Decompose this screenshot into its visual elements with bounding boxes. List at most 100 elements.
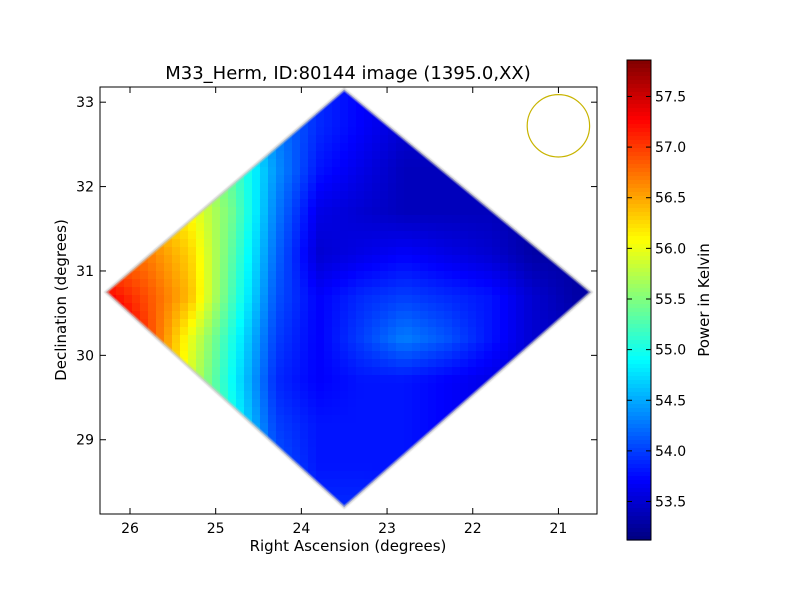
heatmap-cell xyxy=(300,159,309,168)
heatmap-cell xyxy=(452,255,461,264)
heatmap-cell xyxy=(524,263,533,272)
heatmap-cell xyxy=(348,383,357,392)
heatmap-cell xyxy=(332,95,341,104)
heatmap-cell xyxy=(188,279,197,288)
heatmap-cell xyxy=(172,239,181,248)
heatmap-cell xyxy=(364,199,373,208)
heatmap-cell xyxy=(348,231,357,240)
heatmap-cell xyxy=(316,295,325,304)
heatmap-cell xyxy=(476,327,485,336)
colorbar-strip xyxy=(627,132,651,137)
heatmap-cell xyxy=(308,295,317,304)
heatmap-cell xyxy=(388,271,397,280)
heatmap-cell xyxy=(452,351,461,360)
colorbar-strip xyxy=(627,148,651,153)
heatmap-cell xyxy=(340,471,349,480)
heatmap-cell xyxy=(236,239,245,248)
heatmap-cell xyxy=(468,367,477,376)
colorbar-strip xyxy=(627,92,651,97)
heatmap-cell xyxy=(204,271,213,280)
heatmap-cell xyxy=(468,255,477,264)
heatmap-cell xyxy=(476,375,485,384)
heatmap-cell xyxy=(252,391,261,400)
heatmap-cell xyxy=(324,271,333,280)
heatmap-cell xyxy=(260,295,269,304)
heatmap-cell xyxy=(132,271,141,280)
heatmap-cell xyxy=(252,327,261,336)
heatmap-cell xyxy=(332,295,341,304)
heatmap-cell xyxy=(292,207,301,216)
heatmap-cell xyxy=(276,311,285,320)
heatmap-cell xyxy=(300,271,309,280)
heatmap-cell xyxy=(324,239,333,248)
heatmap-cell xyxy=(188,311,197,320)
heatmap-cell xyxy=(380,351,389,360)
heatmap-cell xyxy=(300,207,309,216)
heatmap-cell xyxy=(332,247,341,256)
heatmap-cell xyxy=(164,311,173,320)
heatmap-cell xyxy=(372,159,381,168)
heatmap-cell xyxy=(300,127,309,136)
heatmap-cell xyxy=(268,223,277,232)
heatmap-cell xyxy=(308,303,317,312)
heatmap-cell xyxy=(196,351,205,360)
heatmap-cell xyxy=(436,327,445,336)
heatmap-cell xyxy=(252,279,261,288)
heatmap-cell xyxy=(196,223,205,232)
heatmap-cell xyxy=(340,279,349,288)
heatmap-cell xyxy=(260,239,269,248)
heatmap-cell xyxy=(236,383,245,392)
heatmap-cell xyxy=(388,295,397,304)
heatmap-cell xyxy=(252,287,261,296)
heatmap-cell xyxy=(484,279,493,288)
y-tick-label: 29 xyxy=(76,433,94,449)
heatmap-cell xyxy=(452,335,461,344)
heatmap-cell xyxy=(364,359,373,368)
heatmap-cell xyxy=(244,343,253,352)
heatmap-cell xyxy=(276,407,285,416)
heatmap-cell xyxy=(228,359,237,368)
heatmap-cell xyxy=(372,223,381,232)
heatmap-cell xyxy=(260,191,269,200)
heatmap-cell xyxy=(148,319,157,328)
heatmap-cell xyxy=(580,287,589,296)
heatmap-cell xyxy=(348,175,357,184)
heatmap-cell xyxy=(340,343,349,352)
heatmap-cell xyxy=(460,231,469,240)
heatmap-cell xyxy=(372,119,381,128)
heatmap-cell xyxy=(372,463,381,472)
colorbar-strip xyxy=(627,116,651,121)
heatmap-cell xyxy=(284,167,293,176)
heatmap-cell xyxy=(340,183,349,192)
heatmap-cell xyxy=(324,279,333,288)
heatmap-cell xyxy=(516,311,525,320)
heatmap-cell xyxy=(284,135,293,144)
heatmap-cell xyxy=(492,319,501,328)
heatmap-cell xyxy=(412,231,421,240)
heatmap-cell xyxy=(236,271,245,280)
colorbar-strip xyxy=(627,108,651,113)
heatmap-cell xyxy=(420,207,429,216)
colorbar-strip xyxy=(627,368,651,373)
heatmap-cell xyxy=(356,327,365,336)
heatmap-cell xyxy=(236,223,245,232)
heatmap-cell xyxy=(244,231,253,240)
heatmap-cell xyxy=(468,343,477,352)
heatmap-cell xyxy=(396,215,405,224)
heatmap-cell xyxy=(284,159,293,168)
heatmap-cell xyxy=(500,263,509,272)
heatmap-cell xyxy=(340,175,349,184)
heatmap-cell xyxy=(300,415,309,424)
colorbar-strip xyxy=(627,532,651,537)
heatmap-cell xyxy=(388,335,397,344)
heatmap-cell xyxy=(316,439,325,448)
heatmap-cell xyxy=(404,175,413,184)
colorbar-strip xyxy=(627,440,651,445)
heatmap-cell xyxy=(460,199,469,208)
heatmap-cell xyxy=(460,295,469,304)
heatmap-cell xyxy=(372,399,381,408)
heatmap-cell xyxy=(412,207,421,216)
heatmap-cell xyxy=(172,287,181,296)
heatmap-cell xyxy=(284,367,293,376)
heatmap-cell xyxy=(164,303,173,312)
